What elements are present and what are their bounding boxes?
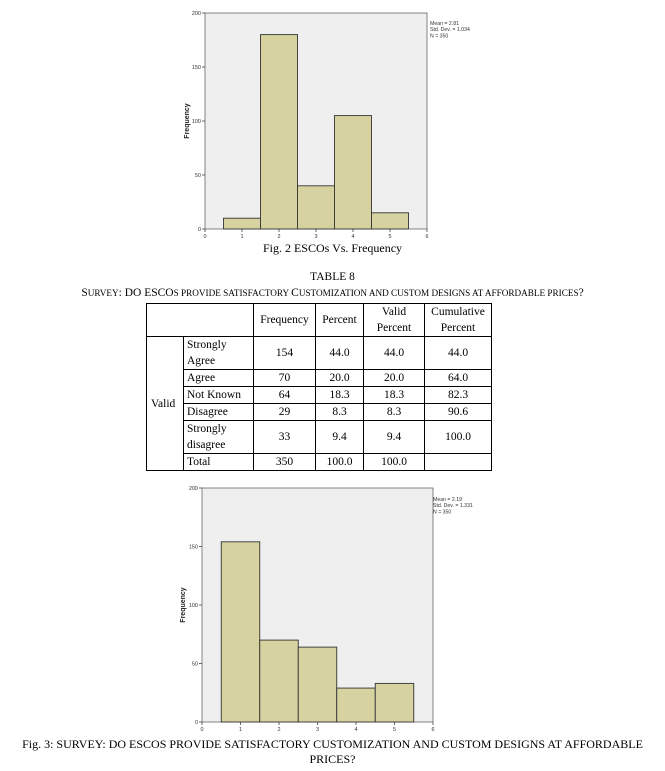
- table-title-part: ?: [578, 287, 584, 299]
- table-number: TABLE 8: [310, 271, 355, 283]
- stats-line: Mean = 2.19: [433, 497, 462, 503]
- cell-frequency: 350: [253, 453, 316, 471]
- stats-line: Std. Dev. = 1.034: [430, 27, 470, 33]
- y-tick-label: 150: [192, 65, 201, 71]
- x-tick-label: 1: [240, 234, 243, 240]
- x-tick-label: 5: [388, 234, 391, 240]
- cell-cumulative: [424, 453, 492, 471]
- table-title-part: URVEY: [87, 288, 119, 298]
- row-group-valid: Valid: [146, 336, 184, 471]
- col-header-frequency: Frequency: [253, 303, 316, 337]
- stats-line: N = 350: [433, 509, 451, 515]
- row-label: Strongly Agree: [183, 336, 254, 370]
- table-title-part: ESCO: [141, 287, 174, 299]
- row-label: Strongly disagree: [183, 420, 254, 454]
- y-tick-label: 100: [189, 603, 198, 609]
- stats-line: N = 350: [430, 33, 448, 39]
- x-tick-label: 6: [425, 234, 428, 240]
- table-title-part: PROVIDE SATISFACTORY: [178, 288, 292, 298]
- table-title-part: S: [173, 288, 179, 298]
- y-tick-label: 100: [192, 119, 201, 125]
- y-tick-label: 50: [192, 662, 198, 668]
- x-tick-label: 3: [314, 234, 317, 240]
- cell-cumulative: 44.0: [424, 336, 492, 370]
- y-tick-label: 0: [195, 720, 198, 726]
- histogram-bar: [297, 185, 335, 230]
- y-axis-title: Frequency: [184, 103, 191, 139]
- cell-cumulative: 100.0: [424, 420, 492, 454]
- table-row: Strongly disagree 33 9.4 9.4 100.0: [147, 420, 492, 454]
- x-tick-label: 4: [351, 234, 354, 240]
- x-tick-label: 4: [354, 727, 357, 733]
- x-tick-label: 3: [316, 727, 319, 733]
- cell-valid-percent: 100.0: [363, 453, 425, 471]
- x-tick-label: 1: [239, 727, 242, 733]
- histogram-bar: [336, 687, 376, 723]
- histogram-bar: [297, 646, 338, 723]
- row-label: Disagree: [183, 403, 254, 421]
- histogram-bar: [220, 541, 261, 723]
- y-tick-label: 200: [189, 486, 198, 492]
- stats-line: Mean = 2.81: [430, 21, 459, 27]
- y-tick-label: 50: [195, 173, 201, 179]
- histogram-bar: [374, 682, 415, 723]
- cell-valid-percent: 9.4: [363, 420, 425, 454]
- frequency-table: Frequency Percent Valid Percent Cumulati…: [146, 303, 492, 471]
- histogram-bar: [260, 34, 298, 230]
- y-tick-label: 200: [192, 11, 201, 17]
- col-header-cumulative-percent: Cumulative Percent: [424, 303, 492, 337]
- x-tick-label: 0: [200, 727, 203, 733]
- table-title-part: S: [81, 287, 88, 299]
- col-header-valid-percent: Valid Percent: [363, 303, 425, 337]
- figure-2-caption: Fig. 2 ESCOs Vs. Frequency: [262, 241, 403, 255]
- histogram-bar: [259, 639, 299, 723]
- figure-3-caption: Fig. 3: SURVEY: DO ESCOS PROVIDE SATISFA…: [22, 737, 643, 766]
- y-axis-title: Frequency: [180, 587, 187, 623]
- histogram-bar: [334, 115, 372, 230]
- y-tick-label: 150: [189, 545, 198, 551]
- table-title-part: O: [133, 287, 142, 299]
- table-title-part: : D: [118, 287, 134, 299]
- table-title-part: C: [291, 287, 299, 299]
- table-title-part: USTOMIZATION AND CUSTOM DESIGNS AT AFFOR…: [298, 288, 579, 298]
- table-row: Total 350 100.0 100.0: [147, 453, 492, 471]
- x-tick-label: 2: [277, 234, 280, 240]
- x-tick-label: 0: [203, 234, 206, 240]
- cell-percent: 100.0: [315, 453, 364, 471]
- table-title: SURVEY: DO ESCOS PROVIDE SATISFACTORY CU…: [0, 287, 665, 299]
- histogram-bar: [371, 212, 409, 230]
- cell-valid-percent: 44.0: [363, 336, 425, 370]
- y-tick-label: 0: [198, 227, 201, 233]
- x-tick-label: 6: [431, 727, 434, 733]
- stats-line: Std. Dev. = 1.331: [433, 503, 473, 509]
- x-tick-label: 5: [393, 727, 396, 733]
- x-tick-label: 2: [277, 727, 280, 733]
